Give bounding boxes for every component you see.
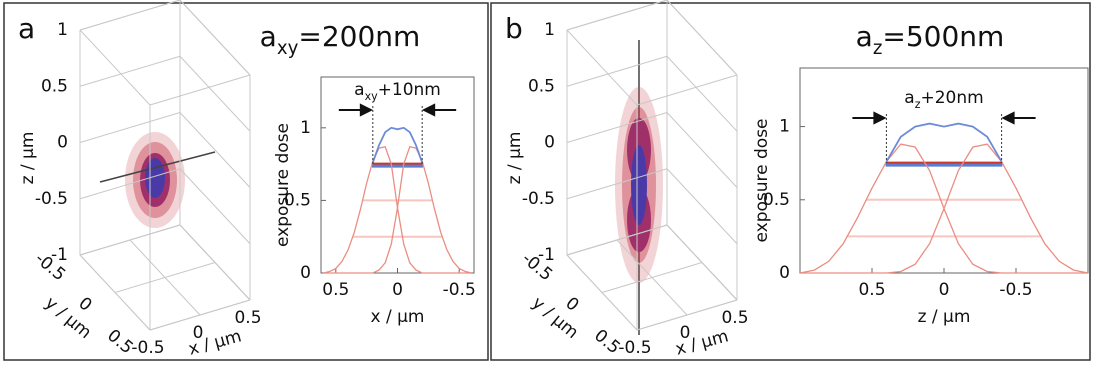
x-axis-label: z / µm [918, 307, 971, 327]
z-axis-label: z / µm [505, 132, 525, 185]
chart-title: az=500nm [856, 20, 1005, 59]
chart-title-part: a [260, 20, 277, 53]
figure: a10.50-0.5-1-0.500.5-0.500.5z / µmy / µm… [0, 0, 1095, 365]
annotation: axy+10nm [354, 80, 441, 103]
grid-line [130, 240, 200, 315]
y-axis-label: exposure dose [752, 118, 772, 242]
y-tick-label: 0 [779, 263, 790, 283]
box-edge [150, 75, 250, 105]
z-tick-label: -0.5 [522, 189, 555, 209]
chart-title: axy=200nm [260, 20, 421, 59]
grid-line [667, 56, 737, 131]
annotation: az+20nm [904, 88, 983, 111]
grid-line [180, 225, 250, 300]
panel-label: a [18, 12, 35, 45]
annotation-part: a [354, 80, 364, 100]
chart-title-part: a [856, 20, 873, 53]
grid-line [667, 113, 737, 188]
psf-blob [615, 40, 663, 335]
chart-title-part: xy [277, 38, 299, 59]
arrow [339, 105, 371, 115]
panel-label: b [505, 12, 523, 45]
box-edge [567, 30, 637, 105]
grid-line [180, 56, 250, 131]
grid-line [80, 56, 180, 86]
z-tick-label: 0.5 [528, 76, 555, 96]
grid-line [667, 225, 737, 300]
psf-blob [100, 132, 215, 228]
annotation-part: xy [365, 90, 379, 103]
z-tick-label: 0 [544, 133, 555, 153]
x-tick-label: 0 [939, 280, 950, 300]
z-tick-label: 0 [57, 133, 68, 153]
grid-line [180, 169, 250, 244]
chart-title-part: =200nm [298, 20, 420, 53]
grid-line [80, 255, 150, 330]
arrow [1004, 113, 1036, 123]
panel-frame [491, 3, 1090, 360]
z-tick-label: 0.5 [41, 76, 68, 96]
arrow [424, 105, 456, 115]
z-tick-label: 1 [544, 20, 555, 40]
annotation-part: a [904, 88, 914, 108]
z-tick-label: -0.5 [35, 189, 68, 209]
chart-title-part: z [873, 38, 883, 59]
grid-line [567, 56, 667, 86]
x-tick-label: 0 [392, 280, 403, 300]
x-tick-label: 0.5 [234, 308, 261, 328]
x-tick-label: -0.5 [618, 338, 651, 358]
grid-line [667, 169, 737, 244]
annotation-part: +10nm [378, 80, 441, 100]
z-tick-label: 1 [57, 20, 68, 40]
y-axis-label: exposure dose [273, 123, 293, 247]
x-tick-label: 0.5 [322, 280, 349, 300]
grid-line [180, 113, 250, 188]
grid-line [667, 0, 737, 75]
arrow [852, 113, 884, 123]
annotation-part: +20nm [921, 88, 984, 108]
x-axis-label: x / µm [371, 307, 425, 327]
grid-line [567, 0, 667, 30]
curve [886, 124, 1001, 162]
x-tick-label: -0.5 [999, 280, 1032, 300]
y-tick-label: 0 [300, 263, 311, 283]
y-tick-label: 1 [300, 118, 311, 138]
x-tick-label: 0.5 [721, 308, 748, 328]
chart-title-part: =500nm [882, 20, 1004, 53]
curve [373, 128, 422, 163]
box-edge [637, 75, 737, 105]
plot-frame [321, 77, 474, 273]
y-tick-label: 1 [779, 117, 790, 137]
x-tick-label: -0.5 [131, 338, 164, 358]
x-tick-label: -0.5 [443, 280, 476, 300]
z-axis-label: z / µm [18, 132, 38, 185]
x-tick-label: 0.5 [858, 280, 885, 300]
grid-line [80, 0, 180, 30]
grid-line [180, 0, 250, 75]
box-edge [80, 30, 150, 105]
